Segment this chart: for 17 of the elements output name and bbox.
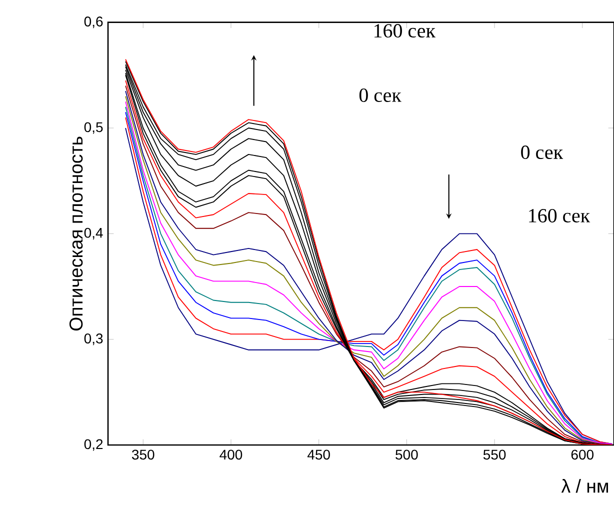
x-tick-label: 600 [571, 450, 594, 460]
x-axis-title: λ / нм [561, 479, 608, 493]
annotation: 0 сек [521, 146, 564, 160]
x-tick-label: 550 [483, 450, 506, 460]
y-tick-label: 0,2 [84, 439, 103, 451]
x-tick-label: 400 [220, 450, 242, 460]
annotation: 0 сек [359, 88, 402, 102]
x-tick-label: 500 [396, 450, 418, 460]
y-axis-title: Оптическая плотность [69, 136, 83, 330]
x-tick-label: 350 [132, 450, 154, 460]
annotation: 160 сек [374, 24, 436, 38]
y-tick-label: 0,6 [84, 16, 103, 28]
y-tick-label: 0,4 [84, 228, 103, 240]
y-tick-label: 0,3 [84, 334, 103, 346]
annotation: 160 сек [529, 208, 590, 222]
x-tick-label: 450 [307, 450, 330, 460]
y-tick-label: 0,5 [84, 122, 103, 134]
